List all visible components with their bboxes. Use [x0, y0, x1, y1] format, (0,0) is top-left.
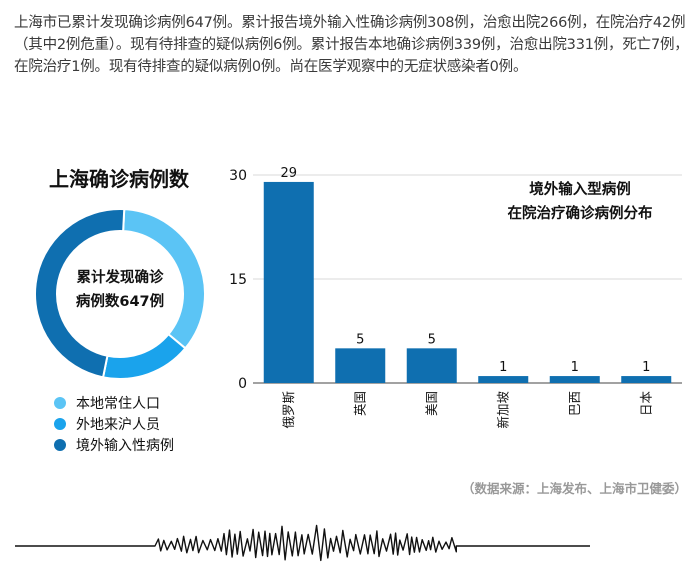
donut-chart-title: 上海确诊病例数 — [49, 167, 189, 191]
bar — [263, 181, 314, 383]
legend-dot-local — [54, 396, 66, 409]
y-tick-label: 30 — [229, 168, 247, 184]
legend-dot-imported — [54, 438, 66, 451]
legend-label: 境外输入性病例 — [76, 437, 174, 454]
x-tick-label: 新加坡 — [495, 391, 510, 429]
bar-value-label: 1 — [642, 360, 650, 375]
intro-paragraph: 上海市已累计发现确诊病例647例。累计报告境外输入性确诊病例308例，治愈出院2… — [14, 15, 689, 75]
legend-item: 本地常住人口 — [54, 392, 174, 413]
legend-item: 外地来沪人员 — [54, 413, 174, 434]
legend-label: 本地常住人口 — [76, 395, 160, 412]
bar — [549, 376, 600, 383]
legend-item: 境外输入性病例 — [54, 434, 174, 455]
intro-text: 上海市已累计发现确诊病例647例。累计报告境外输入性确诊病例308例，治愈出院2… — [14, 12, 690, 78]
donut-slice — [101, 332, 187, 380]
sound-wave-line — [15, 524, 590, 562]
bar — [478, 376, 529, 383]
donut-chart — [34, 208, 206, 380]
legend-dot-nonlocal — [54, 417, 66, 430]
bar-value-label: 1 — [571, 360, 579, 375]
bar-value-label: 5 — [428, 332, 436, 347]
bar-value-label: 1 — [499, 360, 507, 375]
bar — [406, 348, 457, 383]
bar — [621, 376, 672, 383]
data-source-note: （数据来源：上海发布、上海市卫健委） — [461, 481, 687, 496]
donut-center-label: 累计发现确诊 病例数647例 — [60, 266, 180, 314]
donut-slice — [34, 208, 126, 379]
x-tick-label: 日本 — [638, 391, 653, 417]
x-tick-label: 英国 — [352, 391, 367, 416]
y-tick-label: 0 — [238, 376, 247, 392]
legend-label: 外地来沪人员 — [76, 416, 160, 433]
x-tick-label: 巴西 — [567, 391, 582, 416]
bar-chart-title-line2: 在院治疗确诊病例分布 — [507, 206, 653, 222]
bar-chart-title: 境外输入型病例 在院治疗确诊病例分布 — [470, 178, 690, 226]
donut-center-line2: 病例数647例 — [75, 294, 165, 310]
bar-chart-title-line1: 境外输入型病例 — [529, 182, 631, 198]
bar — [335, 348, 386, 383]
bar-value-label: 5 — [356, 332, 364, 347]
y-tick-label: 15 — [229, 272, 247, 288]
donut-center-line1: 累计发现确诊 — [76, 270, 164, 286]
donut-legend: 本地常住人口 外地来沪人员 境外输入性病例 — [54, 392, 174, 455]
bar-chart: 0 15 30 29 俄罗斯 5 英国 5 美国 1 新加坡 1 巴西 1 日本 — [229, 166, 682, 429]
x-tick-label: 美国 — [424, 391, 439, 416]
bar-value-label: 29 — [280, 166, 297, 181]
x-tick-label: 俄罗斯 — [281, 391, 296, 429]
sound-wave-divider — [15, 524, 590, 562]
